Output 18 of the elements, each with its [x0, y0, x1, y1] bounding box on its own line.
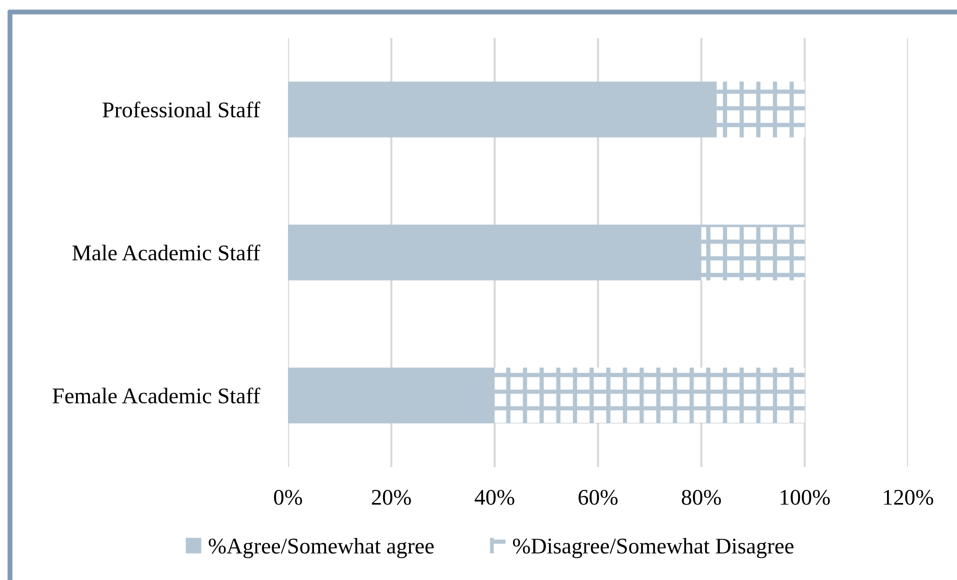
x-tick-label: 100%: [780, 490, 830, 505]
x-tick-label: 60%: [578, 490, 618, 505]
bar: [288, 82, 717, 138]
y-tick-label: Professional Staff: [102, 102, 260, 118]
x-tick-label: 40%: [474, 490, 514, 505]
bar: [288, 368, 495, 424]
legend-label: %Disagree/Somewhat Disagree: [512, 538, 794, 558]
bar: [716, 82, 805, 138]
y-tick-label: Male Academic Staff: [72, 244, 260, 260]
y-tick-label: Female Academic Staff: [52, 388, 260, 404]
x-tick-label: 120%: [884, 490, 934, 505]
bar: [701, 224, 805, 280]
legend-label: %Agree/Somewhat agree: [208, 538, 434, 558]
x-tick-label: 20%: [372, 490, 411, 505]
x-tick-label: 0%: [274, 490, 302, 505]
bar: [494, 368, 805, 424]
bar: [288, 224, 702, 280]
x-tick-label: 80%: [682, 490, 721, 505]
